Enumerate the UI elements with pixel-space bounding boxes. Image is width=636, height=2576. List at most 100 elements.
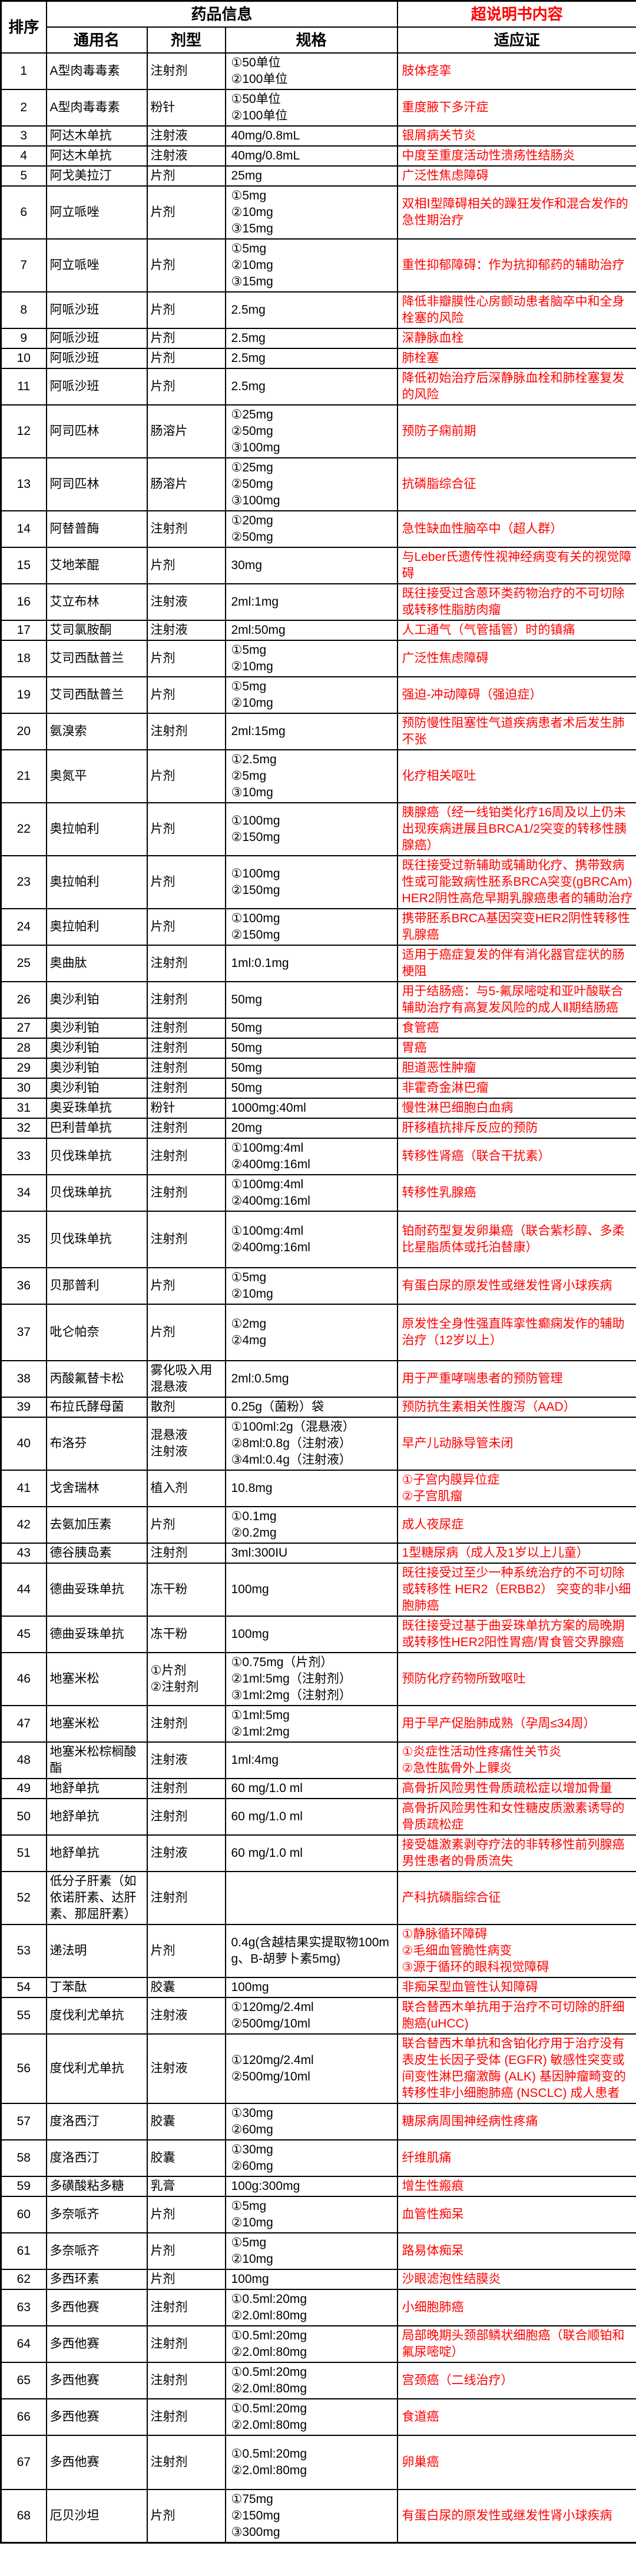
indication-cell: 深静脉血栓 bbox=[396, 328, 636, 349]
dosage-form-cell: 片剂 bbox=[146, 368, 226, 405]
table-row: 33 贝伐珠单抗 注射剂 ①100mg:4ml ②400mg:16ml 转移性肾… bbox=[0, 1138, 636, 1175]
specification-cell: 100mg bbox=[224, 1977, 398, 1998]
specification-cell: ①5mg ②10mg bbox=[224, 2232, 398, 2270]
order-cell: 58 bbox=[0, 2139, 47, 2177]
indication-cell: 铂耐药型复发卵巢癌（联合紫杉醇、多柔比星脂质体或托泊替康） bbox=[396, 1211, 636, 1268]
specification-cell: ①25mg ②50mg ③100mg bbox=[224, 404, 398, 458]
table-row: 12 阿司匹林 肠溶片 ①25mg ②50mg ③100mg 预防子痫前期 bbox=[0, 404, 636, 458]
table-row: 32 巴利昔单抗 注射剂 20mg 肝移植抗排斥反应的预防 bbox=[0, 1118, 636, 1139]
indication-cell: 联合替西木单抗和含铂化疗用于治疗没有表皮生长因子受体 (EGFR) 敏感性突变或… bbox=[396, 2033, 636, 2104]
table-row: 67 多西他赛 注射剂 ①0.5ml:20mg ②2.0ml:80mg 卵巢癌 bbox=[0, 2435, 636, 2490]
indication-cell: 肺栓塞 bbox=[396, 348, 636, 369]
specification-cell: 2.5mg bbox=[224, 291, 398, 329]
table-row: 3 阿达木单抗 注射液 40mg/0.8mL 银屑病关节炎 bbox=[0, 125, 636, 147]
specification-cell: 2ml:0.5mg bbox=[224, 1360, 398, 1398]
table-row: 46 地塞米松 ①片剂 ②注射剂 ①0.75mg（片剂） ②1ml:5mg（注射… bbox=[0, 1652, 636, 1706]
order-cell: 39 bbox=[0, 1397, 47, 1418]
order-cell: 16 bbox=[0, 583, 47, 621]
dosage-form-cell: 片剂 bbox=[146, 1304, 226, 1361]
table-row: 11 阿哌沙班 片剂 2.5mg 降低初始治疗后深静脉血栓和肺栓塞复发的风险 bbox=[0, 368, 636, 405]
generic-name-cell: 递法明 bbox=[45, 1924, 148, 1978]
specification-cell: 40mg/0.8mL bbox=[224, 125, 398, 147]
generic-name-cell: 阿司匹林 bbox=[45, 404, 148, 458]
generic-name-cell: 地舒单抗 bbox=[45, 1798, 148, 1836]
table-row: 17 艾司氯胺酮 注射液 2ml:50mg 人工通气（气管插管）时的镇痛 bbox=[0, 620, 636, 641]
order-cell: 27 bbox=[0, 1018, 47, 1039]
generic-name-cell: 艾司西酞普兰 bbox=[45, 640, 148, 677]
indication-cell: 既往接受过新辅助或辅助化疗、携带致病性或可能致病性胚系BRCA突变(gBRCAm… bbox=[396, 855, 636, 909]
dosage-form-cell: 注射液 bbox=[146, 1741, 226, 1779]
order-cell: 48 bbox=[0, 1741, 47, 1779]
order-cell: 4 bbox=[0, 145, 47, 167]
dosage-form-cell: 片剂 bbox=[146, 855, 226, 909]
indication-cell: 适用于癌症复发的伴有消化器官症状的肠梗阻 bbox=[396, 945, 636, 982]
generic-name-cell: 阿立哌唑 bbox=[45, 238, 148, 292]
generic-name-cell: 多西环素 bbox=[45, 2269, 148, 2290]
table-row: 9 阿哌沙班 片剂 2.5mg 深静脉血栓 bbox=[0, 328, 636, 349]
order-cell: 54 bbox=[0, 1977, 47, 1998]
indication-cell: 产科抗磷脂综合征 bbox=[396, 1871, 636, 1925]
order-cell: 31 bbox=[0, 1098, 47, 1119]
order-cell: 20 bbox=[0, 713, 47, 750]
table-row: 34 贝伐珠单抗 注射剂 ①100mg:4ml ②400mg:16ml 转移性乳… bbox=[0, 1174, 636, 1212]
specification-cell: ①0.5ml:20mg ②2.0ml:80mg bbox=[224, 2325, 398, 2363]
table-row: 15 艾地苯醌 片剂 30mg 与Leber氏遗传性视神经病变有关的视觉障碍 bbox=[0, 547, 636, 584]
dosage-form-cell: 片剂 bbox=[146, 908, 226, 946]
order-cell: 57 bbox=[0, 2103, 47, 2140]
dosage-form-cell: 片剂 bbox=[146, 1267, 226, 1305]
specification-cell: 25mg bbox=[224, 165, 398, 187]
generic-name-cell: 丁苯酞 bbox=[45, 1977, 148, 1998]
specification-cell: ①30mg ②60mg bbox=[224, 2103, 398, 2140]
specification-cell: 1ml:4mg bbox=[224, 1741, 398, 1779]
specification-cell: 60 mg/1.0 ml bbox=[224, 1798, 398, 1836]
indication-cell: 预防慢性阻塞性气道疾病患者术后发生肺不张 bbox=[396, 713, 636, 750]
specification-cell: ①0.5ml:20mg ②2.0ml:80mg bbox=[224, 2398, 398, 2436]
indication-cell: 降低初始治疗后深静脉血栓和肺栓塞复发的风险 bbox=[396, 368, 636, 405]
indication-cell: 既往接受过至少一种系统治疗的不可切除或转移性 HER2（ERBB2） 突变的非小… bbox=[396, 1563, 636, 1617]
specification-cell: 0.25g（菌粉）袋 bbox=[224, 1397, 398, 1418]
order-cell: 61 bbox=[0, 2232, 47, 2270]
table-row: 61 多奈哌齐 片剂 ①5mg ②10mg 路易体痴呆 bbox=[0, 2232, 636, 2270]
table-row: 19 艾司西酞普兰 片剂 ①5mg ②10mg 强迫-冲动障碍（强迫症） bbox=[0, 676, 636, 714]
indication-cell: 原发性全身性强直阵挛性癫痫发作的辅助治疗（12岁以上） bbox=[396, 1304, 636, 1361]
specification-cell bbox=[224, 1871, 398, 1925]
table-row: 5 阿戈美拉汀 片剂 25mg 广泛性焦虑障碍 bbox=[0, 165, 636, 187]
table-row: 28 奥沙利铂 注射剂 50mg 胃癌 bbox=[0, 1038, 636, 1059]
dosage-form-cell: 片剂 bbox=[146, 1506, 226, 1544]
generic-name-cell: 度伐利尤单抗 bbox=[45, 2033, 148, 2104]
generic-name-cell: 度洛西汀 bbox=[45, 2139, 148, 2177]
order-cell: 3 bbox=[0, 125, 47, 147]
table-row: 43 德谷胰岛素 注射剂 3ml:300IU 1型糖尿病（成人及1岁以上儿童） bbox=[0, 1543, 636, 1564]
order-cell: 8 bbox=[0, 291, 47, 329]
specification-cell: ①100mg:4ml ②400mg:16ml bbox=[224, 1211, 398, 1268]
header-offlabel-group: 超说明书内容 bbox=[396, 0, 636, 28]
generic-name-cell: 丙酸氟替卡松 bbox=[45, 1360, 148, 1398]
generic-name-cell: 多西他赛 bbox=[45, 2435, 148, 2490]
table-row: 47 地塞米松 注射剂 ①1ml:5mg ②1ml:2mg 用于早产促胎肺成熟（… bbox=[0, 1705, 636, 1743]
specification-cell: 60 mg/1.0 ml bbox=[224, 1778, 398, 1799]
specification-cell: ①75mg ②150mg ③300mg bbox=[224, 2489, 398, 2544]
indication-cell: 宫颈癌（二线治疗） bbox=[396, 2362, 636, 2399]
table-header: 排序 药品信息 超说明书内容 通用名 剂型 规格 适应证 bbox=[0, 0, 636, 54]
specification-cell: ①100ml:2g（混悬液） ②8ml:0.8g（注射液） ③4ml:0.4g（… bbox=[224, 1417, 398, 1471]
generic-name-cell: 多西他赛 bbox=[45, 2398, 148, 2436]
table-row: 55 度伐利尤单抗 注射液 ①120mg/2.4ml ②500mg/10ml 联… bbox=[0, 1997, 636, 2035]
dosage-form-cell: 片剂 bbox=[146, 291, 226, 329]
dosage-form-cell: 片剂 bbox=[146, 185, 226, 240]
specification-cell: 2ml:15mg bbox=[224, 713, 398, 750]
indication-cell: 预防抗生素相关性腹泻（AAD） bbox=[396, 1397, 636, 1418]
dosage-form-cell: 注射剂 bbox=[146, 1778, 226, 1799]
table-row: 6 阿立哌唑 片剂 ①5mg ②10mg ③15mg 双相Ⅰ型障碍相关的躁狂发作… bbox=[0, 185, 636, 240]
table-row: 27 奥沙利铂 注射剂 50mg 食管癌 bbox=[0, 1018, 636, 1039]
dosage-form-cell: 注射剂 bbox=[146, 1798, 226, 1836]
table-row: 49 地舒单抗 注射剂 60 mg/1.0 ml 高骨折风险男性骨质疏松症以增加… bbox=[0, 1778, 636, 1799]
order-cell: 17 bbox=[0, 620, 47, 641]
generic-name-cell: 德曲妥珠单抗 bbox=[45, 1616, 148, 1653]
dosage-form-cell: 片剂 bbox=[146, 1924, 226, 1978]
order-cell: 10 bbox=[0, 348, 47, 369]
generic-name-cell: 阿哌沙班 bbox=[45, 348, 148, 369]
table-row: 22 奥拉帕利 片剂 ①100mg ②150mg 胰腺癌（经一线铂类化疗16周及… bbox=[0, 802, 636, 856]
specification-cell: ①25mg ②50mg ③100mg bbox=[224, 457, 398, 511]
dosage-form-cell: 冻干粉 bbox=[146, 1616, 226, 1653]
